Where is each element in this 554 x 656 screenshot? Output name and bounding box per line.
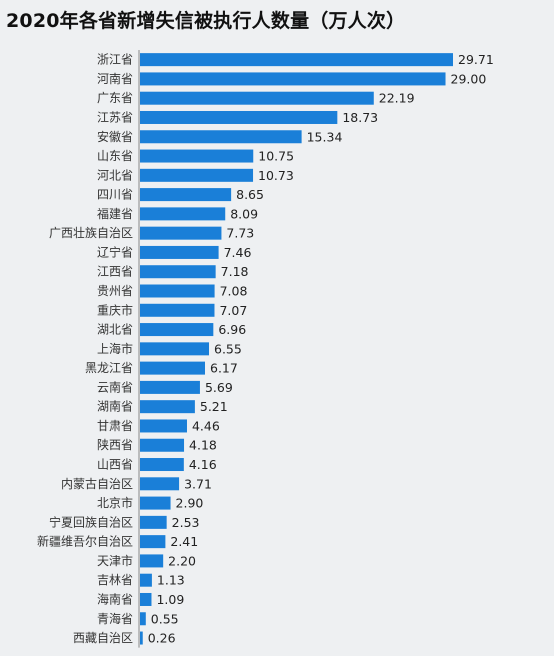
value-label: 7.07 [219,303,247,318]
category-label: 江苏省 [97,110,133,124]
value-label: 7.18 [221,264,249,279]
bar [140,496,171,510]
bar [140,207,226,221]
category-label: 黑龙江省 [85,361,133,375]
bar [140,400,195,414]
value-label: 1.09 [156,592,184,607]
bar [140,188,232,202]
value-label: 6.96 [218,322,246,337]
category-label: 福建省 [97,206,133,221]
value-label: 29.00 [451,71,487,86]
bar [140,554,164,568]
value-label: 1.13 [157,573,185,588]
category-label: 浙江省 [97,53,133,67]
category-label: 湖南省 [97,399,133,414]
value-label: 4.18 [189,438,217,453]
category-label: 河南省 [97,71,133,86]
value-label: 8.09 [230,206,258,221]
category-label: 江西省 [97,265,133,279]
value-label: 8.65 [236,187,264,202]
bar [140,168,254,182]
bar [140,323,214,337]
category-label: 山东省 [97,149,133,163]
bar [140,245,219,259]
bar [140,303,215,317]
value-label: 15.34 [307,129,343,144]
category-label: 四川省 [97,188,133,202]
bar [140,110,338,124]
value-label: 7.46 [224,245,252,260]
bar [140,130,302,144]
value-label: 29.71 [458,52,494,67]
value-label: 22.19 [379,91,415,106]
bar [140,226,222,240]
value-label: 6.17 [210,361,238,376]
category-label: 山西省 [97,458,133,472]
category-label: 北京市 [97,495,133,510]
bar [140,573,152,587]
category-label: 西藏自治区 [73,631,133,645]
bar [140,265,216,279]
category-label: 内蒙古自治区 [61,476,133,491]
value-label: 2.41 [170,534,198,549]
bar [140,631,143,645]
category-label: 广西壮族自治区 [49,226,133,240]
category-label: 辽宁省 [97,244,133,259]
bar [140,284,215,298]
category-label: 河北省 [97,168,133,182]
bar [140,91,374,105]
value-label: 3.71 [184,476,212,491]
value-label: 4.16 [189,457,217,472]
chart-title: 2020年各省新增失信被执行人数量（万人次） [6,10,406,32]
bar [140,592,152,606]
category-label: 海南省 [97,591,133,606]
category-label: 甘肃省 [97,419,133,433]
bar [140,419,187,433]
category-label: 青海省 [97,611,133,626]
bar [140,535,166,549]
category-label: 吉林省 [97,573,133,587]
value-label: 10.73 [258,168,294,183]
value-label: 4.46 [192,418,220,433]
bar [140,477,180,491]
category-label: 新疆维吾尔自治区 [37,534,133,549]
category-label: 安徽省 [97,129,133,144]
bar [140,380,200,394]
bar [140,53,453,67]
category-label: 重庆市 [97,302,133,317]
bar [140,342,210,356]
bar [140,438,185,452]
bar [140,149,254,163]
value-label: 2.90 [176,496,204,511]
category-label: 湖北省 [97,322,133,337]
bar [140,612,146,626]
value-label: 18.73 [342,110,378,125]
category-label: 宁夏回族自治区 [49,514,133,529]
bar [140,361,206,375]
bar [140,72,446,86]
value-label: 2.20 [168,553,196,568]
category-label: 陕西省 [97,437,133,452]
value-label: 0.26 [148,631,176,646]
category-label: 广东省 [97,91,133,105]
category-label: 云南省 [97,379,133,394]
value-label: 7.73 [226,226,254,241]
bar [140,515,167,529]
value-label: 6.55 [214,341,242,356]
value-label: 7.08 [220,284,248,299]
category-label: 天津市 [97,553,133,568]
category-label: 贵州省 [97,284,133,298]
value-label: 5.69 [205,380,233,395]
value-label: 10.75 [258,149,294,164]
category-label: 上海市 [97,341,133,356]
value-label: 2.53 [172,515,200,530]
value-label: 5.21 [200,399,228,414]
value-label: 0.55 [151,611,179,626]
bar [140,458,184,472]
